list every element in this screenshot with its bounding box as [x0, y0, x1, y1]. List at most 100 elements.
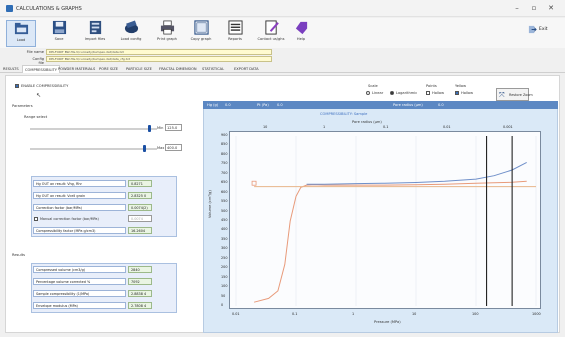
readout-hg-value: 0.0: [225, 103, 231, 107]
manual-correction-label: Manual correction factor (bar/MPa): [40, 217, 99, 221]
contact-label: Contact us/ghs: [257, 37, 285, 41]
manual-correction-checkbox[interactable]: [34, 217, 38, 221]
maximize-button[interactable]: ▫: [531, 4, 537, 12]
top-tick-label: 0.1: [383, 125, 389, 129]
tab-export-data[interactable]: EXPORT DATA: [234, 67, 259, 71]
scale-title: Scale: [368, 84, 378, 88]
x-tick-label: 1000: [532, 312, 541, 316]
yellow-title: Yellow: [455, 84, 467, 88]
file-name-field[interactable]: DELFORIT BW-HG-V/curiosity/Kumpex.dat/da…: [46, 49, 272, 55]
file-name-label: File name: [26, 50, 44, 54]
minimize-button[interactable]: –: [515, 4, 519, 12]
x-tick-label: 1: [352, 312, 355, 316]
result-row-value: 2840: [128, 266, 152, 273]
reports-label: Reports: [228, 37, 242, 41]
tab-particle-size[interactable]: PARTICLE SIZE: [126, 67, 152, 71]
x-axis-label: Pressure (MPa): [374, 320, 401, 324]
range-select-label: Range select: [24, 115, 48, 119]
top-tick-label: 0.001: [503, 125, 513, 129]
readout-pt-label: Pt (Pa): [257, 103, 269, 107]
chart-title: COMPRESSIBILITY: Sample: [320, 112, 368, 116]
readout-radius-value: 0.0: [438, 103, 444, 107]
compressibility-chart[interactable]: [230, 132, 542, 310]
yellow-hollow-checkbox[interactable]: [455, 91, 459, 95]
result-row-label: Percentage volume corrected %: [33, 278, 126, 285]
range-min-input[interactable]: 125.0: [165, 124, 182, 131]
points-hollow-checkbox[interactable]: [426, 91, 430, 95]
tab-fractal-dimension[interactable]: FRACTAL DIMENSION: [159, 67, 197, 71]
param-row-label: Hg OUT on result: Vhg, Rhr: [33, 180, 126, 187]
enable-compressibility-checkbox[interactable]: [15, 84, 19, 88]
folder-icon: [14, 22, 28, 35]
exit-button[interactable]: Exit: [526, 22, 558, 38]
exit-label: Exit: [539, 27, 548, 32]
y-tick-label: 350: [221, 236, 228, 241]
save-label: Save: [54, 37, 64, 41]
copy-graph-label: Copy graph: [190, 37, 212, 41]
range-max-unit: Max: [157, 146, 165, 150]
y-tick-label: 550: [221, 199, 228, 204]
x-tick-label: 0.01: [232, 312, 240, 316]
result-row-value: 2.7808 4: [128, 302, 152, 309]
y-tick-label: 0: [221, 303, 224, 307]
help-button[interactable]: Help: [286, 20, 316, 47]
load-config-button[interactable]: Load config: [116, 20, 146, 47]
result-row-value: 2.8838 4: [128, 290, 152, 297]
series-line-0: [253, 180, 527, 303]
param-row-value: 16.2604: [128, 227, 152, 234]
tab-compressibility[interactable]: COMPRESSIBILITY: [22, 65, 60, 73]
plot-area[interactable]: [229, 131, 541, 309]
reports-button[interactable]: Reports: [220, 20, 250, 47]
load-label: Load: [16, 38, 26, 42]
print-graph-label: Print graph: [157, 37, 177, 41]
contact-button[interactable]: Contact us/ghs: [256, 20, 286, 47]
tab-pore-size[interactable]: PORE SIZE: [99, 67, 118, 71]
toolbar: Load Save Import files Load config Print…: [0, 18, 565, 48]
y-tick-label: 100: [221, 284, 228, 289]
config-icon: [124, 20, 138, 34]
close-button[interactable]: ✕: [548, 4, 554, 12]
cursor-icon: ↖: [36, 92, 42, 99]
param-row-value: 0.8271: [128, 180, 152, 187]
report-icon: [227, 20, 243, 35]
y-tick-label: 900: [221, 133, 228, 137]
save-button[interactable]: Save: [44, 20, 74, 47]
result-row-label: Sample compressibility (1/MPa): [33, 290, 126, 297]
y-tick-label: 750: [221, 161, 228, 166]
y-tick-label: 400: [221, 227, 228, 232]
result-row-label: Compressed volume (cm3/g): [33, 266, 126, 273]
range-min-slider-thumb[interactable]: [148, 125, 152, 132]
tab-results[interactable]: RESULTS: [3, 67, 19, 71]
scale-log-radio[interactable]: [390, 91, 394, 95]
param-row-label: Compressibility factor (MPa g/cm3): [33, 227, 126, 234]
data-point-marker: [251, 180, 257, 186]
top-tick-label: 0.01: [443, 125, 451, 129]
range-min-slider[interactable]: [30, 128, 157, 130]
tab-bar: RESULTS COMPRESSIBILITY POWDER MATERIALS…: [0, 65, 565, 73]
help-label: Help: [296, 37, 306, 41]
tab-statistical[interactable]: STATISTICAL: [202, 67, 225, 71]
range-max-input[interactable]: 400.0: [165, 144, 182, 151]
param-row-value: 0.0074(2): [128, 204, 152, 211]
result-row-label: Envelope modulus (MPa): [33, 302, 126, 309]
points-hollow-label: Hollow: [432, 91, 445, 95]
yellow-hollow-label: Hollow: [461, 91, 474, 95]
manual-correction-input[interactable]: 0.0074: [128, 215, 152, 222]
result-row-value: 7092: [128, 278, 152, 285]
import-files-button[interactable]: Import files: [80, 20, 110, 47]
scale-linear-radio[interactable]: [366, 91, 370, 95]
app-icon: [6, 5, 13, 12]
scale-linear-label: Linear: [372, 91, 384, 95]
y-tick-label: 450: [221, 218, 228, 222]
y-tick-label: 650: [221, 180, 228, 185]
help-icon: [295, 21, 307, 35]
tab-powder-materials[interactable]: POWDER MATERIALS: [58, 67, 96, 71]
range-max-slider[interactable]: [30, 148, 157, 150]
restore-zoom-button[interactable]: ⤧ Restore Zoom: [496, 88, 533, 101]
copy-graph-button[interactable]: Copy graph: [186, 20, 216, 47]
range-max-slider-thumb[interactable]: [143, 145, 147, 152]
printer-icon: [160, 20, 174, 35]
load-button[interactable]: Load: [6, 20, 36, 47]
print-graph-button[interactable]: Print graph: [152, 20, 182, 47]
config-file-field[interactable]: DELFORIT BW-HG-V/curiosity/Kumpex.dat/da…: [46, 56, 272, 62]
